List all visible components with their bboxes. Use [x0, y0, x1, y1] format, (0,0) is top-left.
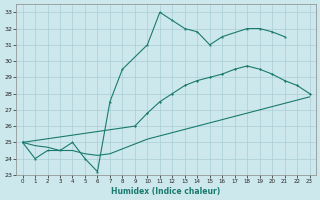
X-axis label: Humidex (Indice chaleur): Humidex (Indice chaleur): [111, 187, 221, 196]
